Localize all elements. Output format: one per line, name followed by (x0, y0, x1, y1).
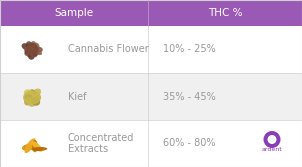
Ellipse shape (24, 94, 33, 101)
Ellipse shape (28, 99, 36, 107)
Ellipse shape (24, 97, 33, 106)
Text: Sample: Sample (54, 8, 94, 18)
Ellipse shape (28, 89, 36, 98)
Ellipse shape (24, 48, 30, 54)
Ellipse shape (26, 41, 32, 47)
Ellipse shape (31, 147, 47, 151)
Ellipse shape (31, 50, 37, 57)
Text: Concentrated
Extracts: Concentrated Extracts (68, 133, 134, 154)
Ellipse shape (31, 43, 36, 48)
Ellipse shape (21, 43, 30, 50)
Ellipse shape (27, 49, 34, 57)
Ellipse shape (31, 97, 40, 106)
Ellipse shape (26, 44, 32, 50)
Ellipse shape (33, 50, 39, 56)
Ellipse shape (28, 94, 41, 101)
Ellipse shape (24, 89, 34, 100)
Ellipse shape (30, 51, 35, 56)
FancyBboxPatch shape (0, 73, 302, 120)
FancyBboxPatch shape (0, 0, 302, 26)
Circle shape (268, 135, 277, 144)
Ellipse shape (24, 47, 32, 52)
Ellipse shape (22, 144, 33, 151)
FancyBboxPatch shape (0, 120, 302, 167)
Ellipse shape (26, 42, 38, 56)
Text: Kief: Kief (68, 92, 86, 102)
Text: THC %: THC % (208, 8, 242, 18)
Text: Cannabis Flower: Cannabis Flower (68, 44, 149, 54)
Ellipse shape (24, 50, 31, 56)
Ellipse shape (34, 50, 42, 55)
Ellipse shape (23, 91, 41, 105)
Ellipse shape (30, 89, 41, 100)
FancyBboxPatch shape (0, 26, 302, 73)
Ellipse shape (28, 52, 35, 60)
Ellipse shape (29, 43, 34, 49)
Ellipse shape (24, 138, 36, 153)
Circle shape (264, 131, 281, 148)
Text: ardent: ardent (262, 147, 282, 152)
Ellipse shape (31, 41, 36, 48)
Text: 60% - 80%: 60% - 80% (163, 138, 216, 148)
Ellipse shape (35, 47, 43, 53)
Ellipse shape (32, 140, 38, 152)
Text: 35% - 45%: 35% - 45% (163, 92, 216, 102)
Ellipse shape (33, 45, 39, 52)
Ellipse shape (34, 42, 40, 49)
Text: 10% - 25%: 10% - 25% (163, 44, 216, 54)
Ellipse shape (31, 141, 43, 152)
